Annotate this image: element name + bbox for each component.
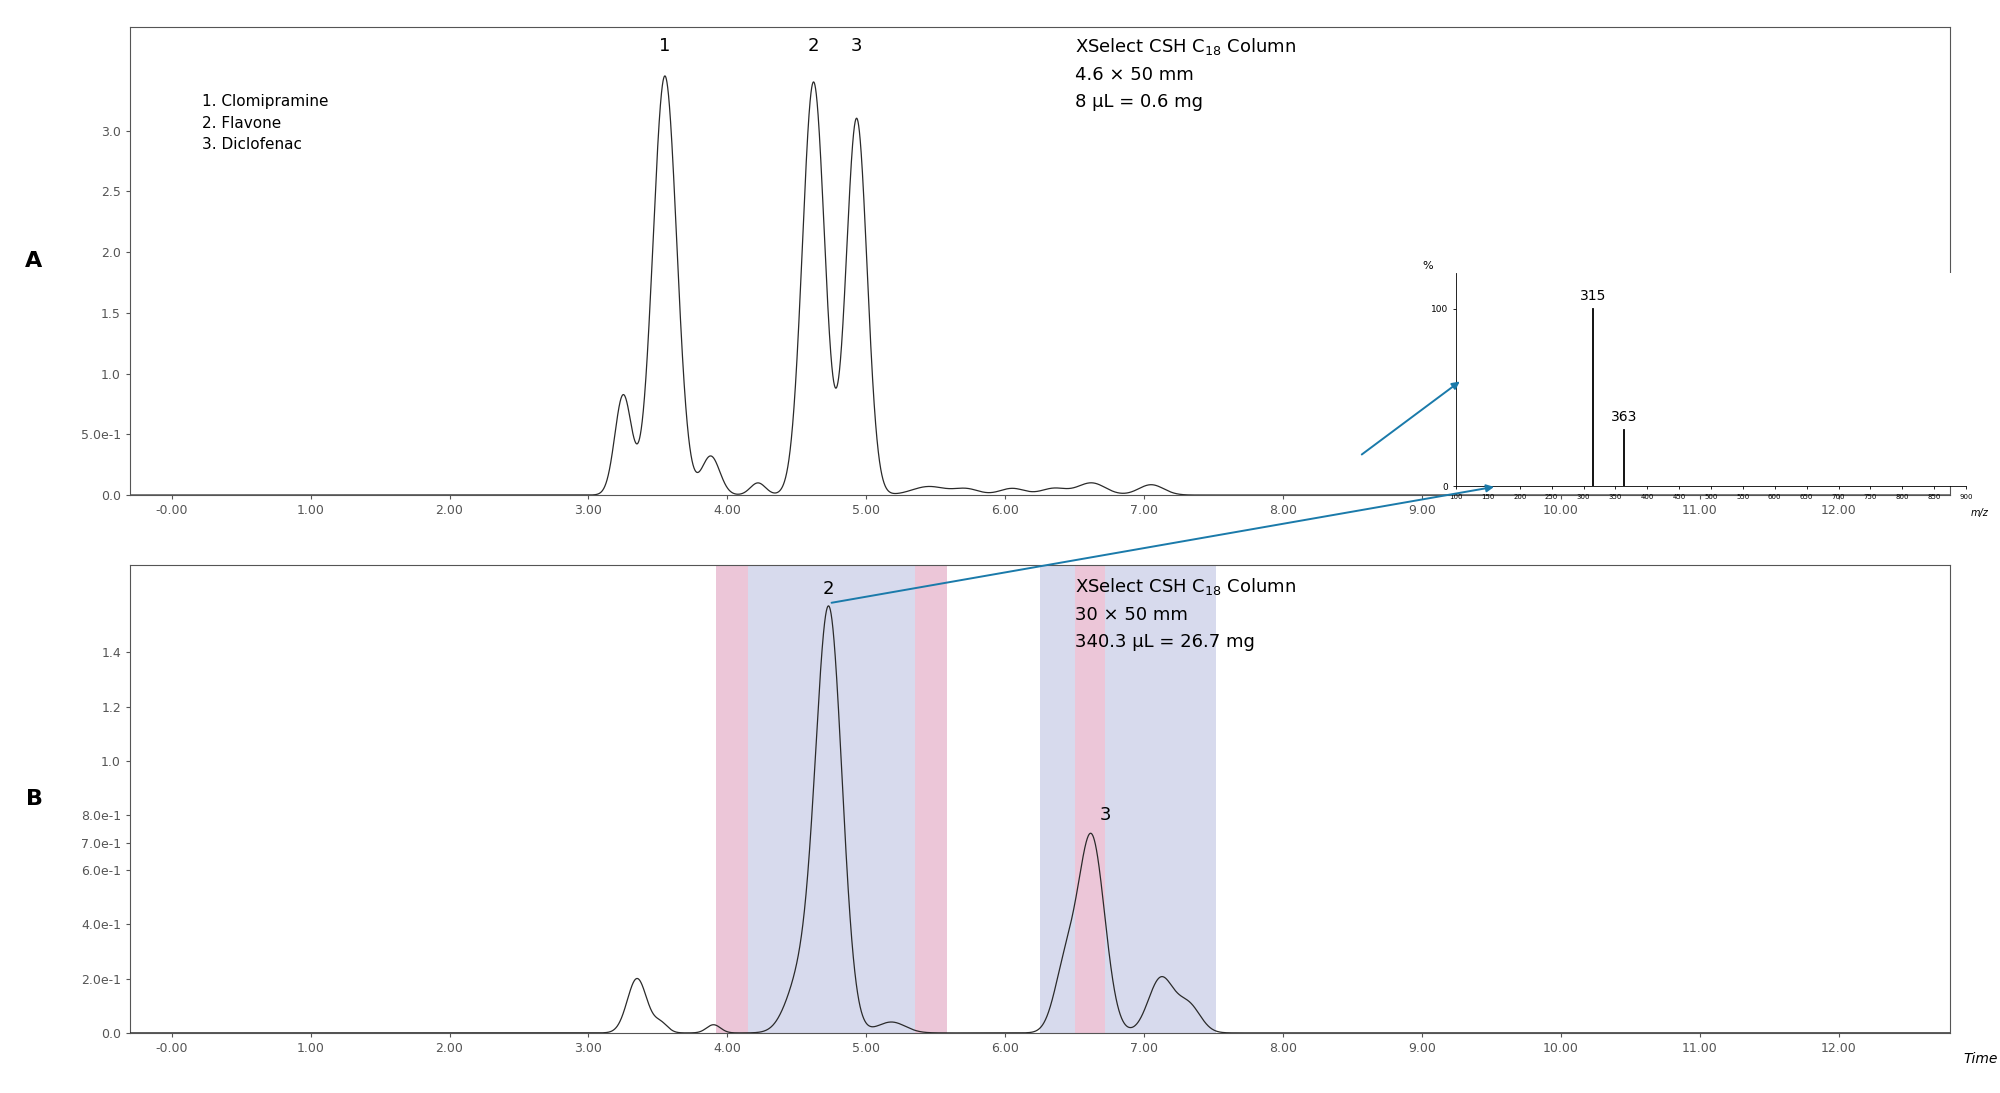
Text: 2: 2 xyxy=(824,579,834,598)
Text: 1. Clomipramine
2. Flavone
3. Diclofenac: 1. Clomipramine 2. Flavone 3. Diclofenac xyxy=(202,94,328,152)
Text: 315: 315 xyxy=(1580,290,1606,304)
Text: %: % xyxy=(1422,261,1434,271)
Text: 1: 1 xyxy=(660,37,670,56)
Text: m/z: m/z xyxy=(1972,507,1988,518)
Text: 363: 363 xyxy=(1610,410,1636,424)
Bar xyxy=(748,565,914,1033)
Text: XSelect CSH C$_{18}$ Column
30 × 50 mm
340.3 μL = 26.7 mg: XSelect CSH C$_{18}$ Column 30 × 50 mm 3… xyxy=(1074,576,1296,651)
Bar xyxy=(1106,565,1216,1033)
Text: XSelect CSH C$_{18}$ Column
4.6 × 50 mm
8 μL = 0.6 mg: XSelect CSH C$_{18}$ Column 4.6 × 50 mm … xyxy=(1074,36,1296,111)
Text: 2: 2 xyxy=(808,37,820,56)
Bar xyxy=(716,565,748,1033)
Bar xyxy=(1074,565,1106,1033)
Bar xyxy=(914,565,946,1033)
Text: 3: 3 xyxy=(1100,806,1112,823)
Bar xyxy=(1040,565,1074,1033)
Text: Time: Time xyxy=(1964,1051,1998,1066)
Text: 3: 3 xyxy=(850,37,862,56)
Text: A: A xyxy=(26,251,42,271)
Text: B: B xyxy=(26,789,42,809)
